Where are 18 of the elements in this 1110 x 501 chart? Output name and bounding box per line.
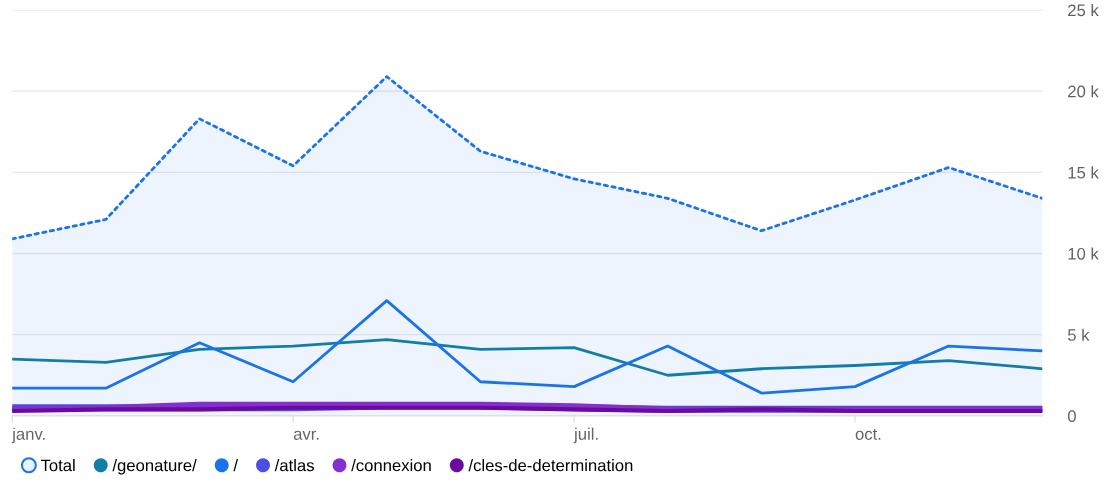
x-tick-label: oct. <box>855 428 881 440</box>
y-tick-label: 25 k <box>1068 3 1099 17</box>
y-tick-label: 10 k <box>1068 247 1099 260</box>
y-tick-label: 5 k <box>1067 328 1090 341</box>
line-series <box>12 299 1043 395</box>
x-tick-label: juil. <box>573 427 598 444</box>
y-tick-label: 20 k <box>1068 85 1099 98</box>
legend-label: /geonature/ <box>112 459 197 475</box>
legend-label: /atlas <box>274 459 314 472</box>
x-tick-label: janv. <box>11 427 45 444</box>
x-tick-label: avr. <box>293 430 319 440</box>
line-series <box>12 338 1043 377</box>
legend-label: Total <box>40 459 75 472</box>
y-tick-label: 15 k <box>1068 166 1099 179</box>
legend-label: /cles-de-determination <box>468 459 633 472</box>
legend-label: / <box>233 459 239 472</box>
legend-label: /connexion <box>351 459 431 472</box>
y-tick-label: 0 <box>1067 410 1076 423</box>
